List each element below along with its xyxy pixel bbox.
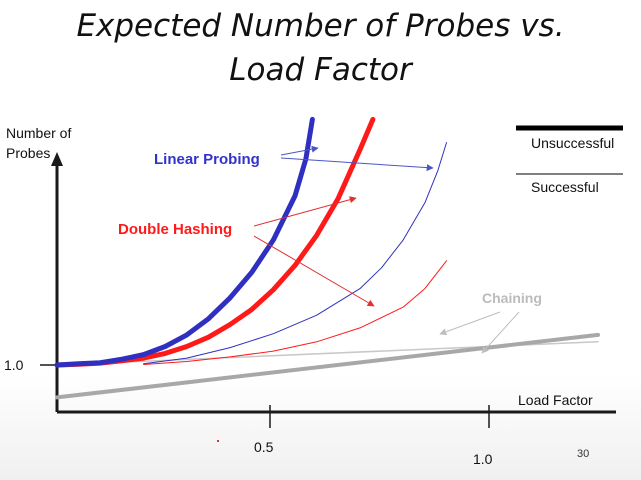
x-tick-label-1: 0.5 <box>254 439 274 455</box>
title-line-2: Load Factor <box>229 52 412 88</box>
y-tick-label: 1.0 <box>4 357 24 373</box>
legend-successful-label: Successful <box>531 179 599 195</box>
y-axis-label-line-1: Number of <box>6 125 71 141</box>
double-hashing-successful-line <box>143 260 447 365</box>
double-hashing-arrow-1 <box>253 196 357 227</box>
double-hashing-arrow-2 <box>253 235 375 307</box>
legend: Unsuccessful Successful <box>516 125 623 195</box>
chaining-arrow-2 <box>481 311 520 354</box>
chaining-unsuccessful-line <box>55 332 600 400</box>
linear-probing-successful-line <box>143 142 447 365</box>
title-line-1: Expected Number of Probes vs. <box>76 8 565 44</box>
series-group <box>54 116 600 400</box>
y-axis-arrowhead <box>51 152 63 166</box>
page-number: 30 <box>577 448 589 460</box>
x-tick-label-2: 1.0 <box>473 451 493 467</box>
chaining-annotation: Chaining <box>482 290 542 306</box>
slide-title: Expected Number of Probes vs. Load Facto… <box>0 4 641 92</box>
linear-probing-arrow-2 <box>280 157 434 172</box>
stray-mark <box>217 440 219 442</box>
legend-unsuccessful-label: Unsuccessful <box>531 135 614 151</box>
linear-probing-unsuccessful-line <box>54 116 315 368</box>
linear-probing-arrow-1 <box>280 145 319 156</box>
double-hashing-annotation: Double Hashing <box>118 221 232 238</box>
chaining-arrow-1 <box>439 311 501 336</box>
x-ticks: 0.5 1.0 <box>254 405 493 467</box>
x-axis-label: Load Factor <box>518 392 593 408</box>
annotations: Linear Probing Double Hashing Chaining <box>118 145 542 354</box>
linear-probing-annotation: Linear Probing <box>154 151 260 168</box>
y-axis-label-line-2: Probes <box>6 145 50 161</box>
